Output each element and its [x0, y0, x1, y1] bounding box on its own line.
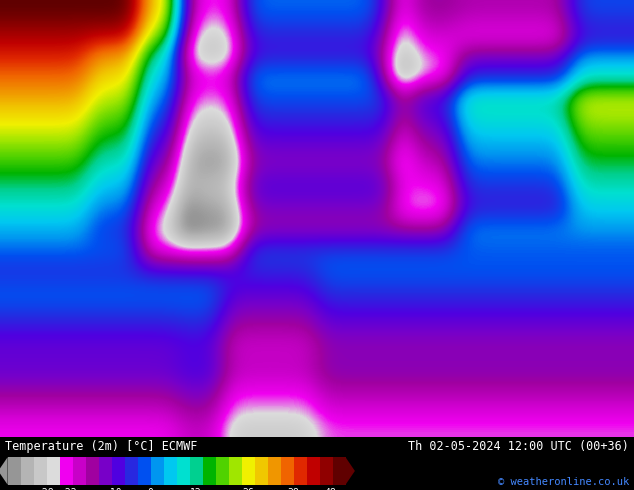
Bar [242, 457, 255, 485]
Bar [176, 457, 190, 485]
Bar [34, 457, 47, 485]
Bar [203, 457, 216, 485]
Text: -10: -10 [104, 488, 122, 490]
Bar [190, 457, 203, 485]
Bar [228, 457, 242, 485]
FancyArrow shape [346, 457, 355, 485]
Bar [255, 457, 268, 485]
FancyArrow shape [0, 457, 8, 485]
Bar [86, 457, 99, 485]
Bar [138, 457, 150, 485]
Bar [333, 457, 346, 485]
Bar [124, 457, 138, 485]
Bar [320, 457, 333, 485]
Bar [280, 457, 294, 485]
Bar [60, 457, 72, 485]
Bar [294, 457, 307, 485]
Bar [164, 457, 176, 485]
Text: 38: 38 [287, 488, 299, 490]
Bar [216, 457, 228, 485]
Text: 0: 0 [147, 488, 153, 490]
Text: 48: 48 [325, 488, 337, 490]
Text: Th 02-05-2024 12:00 UTC (00+36): Th 02-05-2024 12:00 UTC (00+36) [408, 440, 629, 453]
Bar [47, 457, 60, 485]
Bar [307, 457, 320, 485]
Bar [112, 457, 125, 485]
Bar [20, 457, 34, 485]
Text: © weatheronline.co.uk: © weatheronline.co.uk [498, 477, 629, 488]
Text: 26: 26 [242, 488, 254, 490]
Text: Temperature (2m) [°C] ECMWF: Temperature (2m) [°C] ECMWF [5, 440, 197, 453]
Bar [72, 457, 86, 485]
Bar [268, 457, 280, 485]
Text: -28: -28 [36, 488, 54, 490]
Bar [151, 457, 164, 485]
Bar [8, 457, 20, 485]
Text: -22: -22 [59, 488, 77, 490]
Text: 12: 12 [190, 488, 201, 490]
Bar [99, 457, 112, 485]
